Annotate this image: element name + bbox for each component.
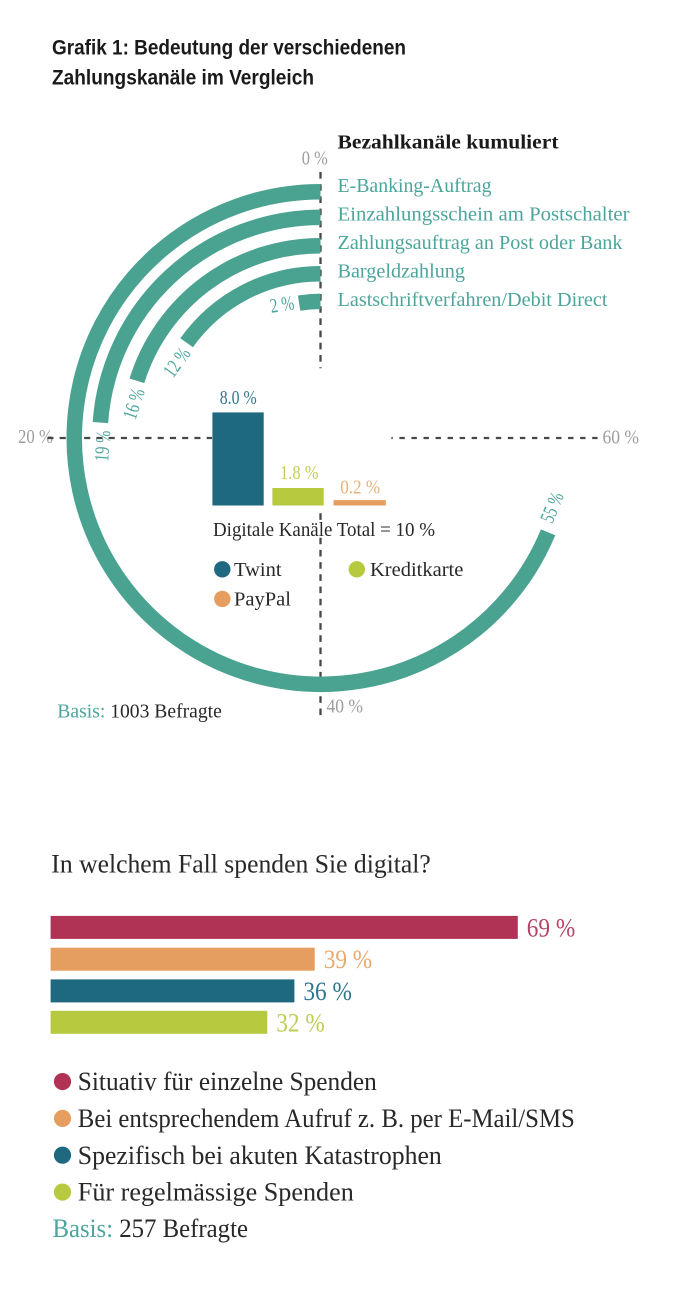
svg-text:Einzahlungsschein am Postschal: Einzahlungsschein am Postschalter (338, 203, 630, 225)
svg-text:1003 Befragte: 1003 Befragte (110, 701, 222, 723)
svg-text:69 %: 69 % (527, 913, 576, 942)
svg-text:Für regelmässige Spenden: Für regelmässige Spenden (78, 1178, 354, 1207)
svg-text:Basis:: Basis: (53, 1214, 114, 1243)
svg-text:2 %: 2 % (269, 292, 296, 317)
svg-text:Bargeldzahlung: Bargeldzahlung (338, 261, 466, 283)
svg-text:In welchem Fall spenden Sie di: In welchem Fall spenden Sie digital? (51, 850, 431, 879)
svg-text:Kreditkarte: Kreditkarte (370, 559, 463, 581)
svg-text:257 Befragte: 257 Befragte (119, 1214, 248, 1243)
svg-text:Lastschriftverfahren/Debit Dir: Lastschriftverfahren/Debit Direct (338, 289, 608, 311)
svg-text:Bezahlkanäle kumuliert: Bezahlkanäle kumuliert (338, 131, 559, 153)
svg-text:Spezifisch bei akuten Katastro: Spezifisch bei akuten Katastrophen (78, 1141, 442, 1170)
svg-text:36 %: 36 % (303, 977, 352, 1006)
svg-text:E-Banking-Auftrag: E-Banking-Auftrag (338, 175, 492, 197)
svg-text:PayPal: PayPal (234, 589, 291, 611)
svg-text:Basis:: Basis: (57, 701, 105, 723)
svg-text:Bei entsprechendem Aufruf z. B: Bei entsprechendem Aufruf z. B. per E-Ma… (78, 1104, 575, 1133)
svg-text:20 %: 20 % (18, 426, 53, 448)
svg-text:8.0 %: 8.0 % (220, 387, 257, 409)
svg-text:1.8 %: 1.8 % (280, 462, 319, 484)
svg-text:0 %: 0 % (302, 148, 328, 170)
svg-text:0.2 %: 0.2 % (340, 477, 380, 499)
svg-text:39 %: 39 % (324, 945, 373, 974)
svg-text:19 %: 19 % (91, 430, 115, 462)
svg-text:Zahlungskanäle im Vergleich: Zahlungskanäle im Vergleich (52, 65, 314, 89)
svg-text:32 %: 32 % (276, 1008, 325, 1037)
svg-text:40 %: 40 % (327, 696, 364, 718)
svg-text:Grafik 1: Bedeutung der versch: Grafik 1: Bedeutung der verschiedenen (52, 35, 406, 59)
svg-text:Digitale Kanäle Total = 10 %: Digitale Kanäle Total = 10 % (213, 519, 435, 541)
svg-text:60 %: 60 % (603, 427, 640, 449)
svg-text:Twint: Twint (234, 559, 282, 581)
svg-text:Situativ für einzelne Spenden: Situativ für einzelne Spenden (78, 1067, 377, 1096)
svg-text:Zahlungsauftrag an Post oder B: Zahlungsauftrag an Post oder Bank (338, 232, 624, 254)
